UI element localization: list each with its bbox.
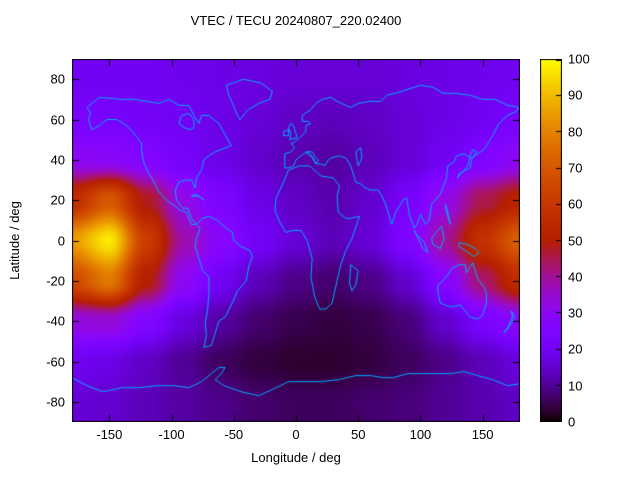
y-tick-label: 60 [50, 112, 65, 127]
x-tick-label: 150 [471, 427, 494, 442]
heatmap-canvas [72, 59, 520, 422]
y-tick-label: 20 [50, 192, 65, 208]
x-axis-label: Longitude / deg [251, 450, 341, 465]
y-tick-label: 40 [50, 152, 65, 168]
colorbar-tick-label: 30 [568, 305, 583, 321]
colorbar-tick-label: 80 [568, 124, 583, 140]
colorbar-canvas [540, 59, 562, 422]
colorbar-tick-label: 100 [568, 51, 590, 67]
x-tick-label: 50 [350, 427, 366, 442]
y-tick-label: 0 [57, 233, 65, 248]
colorbar-tick-label: 70 [568, 160, 583, 176]
x-tick-label: 100 [409, 427, 432, 442]
colorbar-tick-label: 60 [568, 196, 583, 212]
y-tick-label: 80 [50, 71, 65, 87]
x-tick-label: 0 [292, 427, 300, 442]
colorbar-tick-label: 0 [568, 414, 576, 430]
x-tick-label: -100 [158, 427, 185, 442]
x-tick-label: -50 [224, 427, 244, 442]
colorbar-tick-label: 20 [568, 341, 583, 357]
chart-title: VTEC / TECU 20240807_220.02400 [190, 13, 402, 28]
x-tick-label: -150 [96, 427, 123, 442]
colorbar-tick-label: 40 [568, 269, 583, 285]
y-tick-label: -60 [46, 354, 65, 369]
y-axis-label: Latitude / deg [6, 201, 22, 280]
colorbar-tick-label: 50 [568, 233, 583, 248]
colorbar-tick-label: 10 [568, 378, 583, 394]
y-axis-label-wrap: Latitude / deg [0, 59, 28, 422]
colorbar-tick-label: 90 [568, 87, 583, 103]
y-tick-label: -80 [46, 394, 65, 410]
y-tick-label: -20 [46, 273, 65, 289]
y-tick-label: -40 [46, 313, 65, 329]
